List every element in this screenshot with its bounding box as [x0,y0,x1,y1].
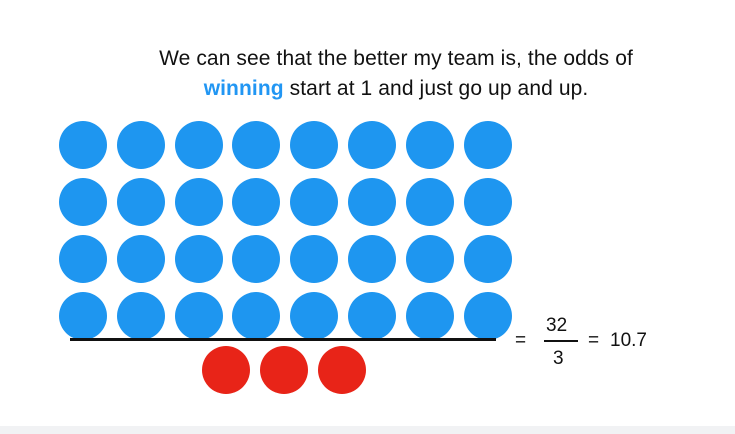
caption-line-1: We can see that the better my team is, t… [159,47,633,70]
win-dot [116,121,165,169]
win-dot [463,235,512,283]
win-dot [59,292,107,340]
win-dot [232,121,281,169]
caption-line-2: winning start at 1 and just go up and up… [0,74,735,104]
win-dot [174,178,223,226]
equals-sign-right: = [588,330,600,351]
win-dot [463,121,512,169]
win-dot [290,121,339,169]
footer-strip [0,426,735,434]
loss-dot [318,346,366,394]
equals-sign-left: = [515,330,527,351]
win-dot [116,292,165,340]
win-dot [348,121,396,169]
loss-dot [260,346,308,394]
win-dot [290,178,339,226]
fraction-bar [544,340,578,342]
fraction-denominator: 3 [553,348,564,369]
fraction-numerator: 32 [546,315,568,336]
caption: We can see that the better my team is, t… [0,44,735,104]
fraction-divider-line [70,338,496,341]
win-dot [232,178,281,226]
loss-dot [202,346,250,394]
win-dot [290,292,339,340]
win-dot [348,178,396,226]
caption-highlight-winning: winning [203,77,284,100]
win-dot [232,235,281,283]
win-dot [116,235,165,283]
caption-line-2-rest: start at 1 and just go up and up. [283,77,589,100]
win-dot [232,292,281,340]
win-dot [463,178,512,226]
win-dot [348,292,396,340]
win-dot [174,235,223,283]
win-dot [174,121,223,169]
win-dot [290,235,339,283]
win-dot [116,178,165,226]
win-dot [348,235,396,283]
win-dot [405,178,454,226]
odds-result: 10.7 [610,330,647,351]
win-dot [59,235,107,283]
win-dot [405,292,454,340]
win-dot [405,235,454,283]
win-dot [59,178,107,226]
win-dot [463,292,512,340]
win-dot [59,121,107,169]
win-dot [405,121,454,169]
win-dot [174,292,223,340]
